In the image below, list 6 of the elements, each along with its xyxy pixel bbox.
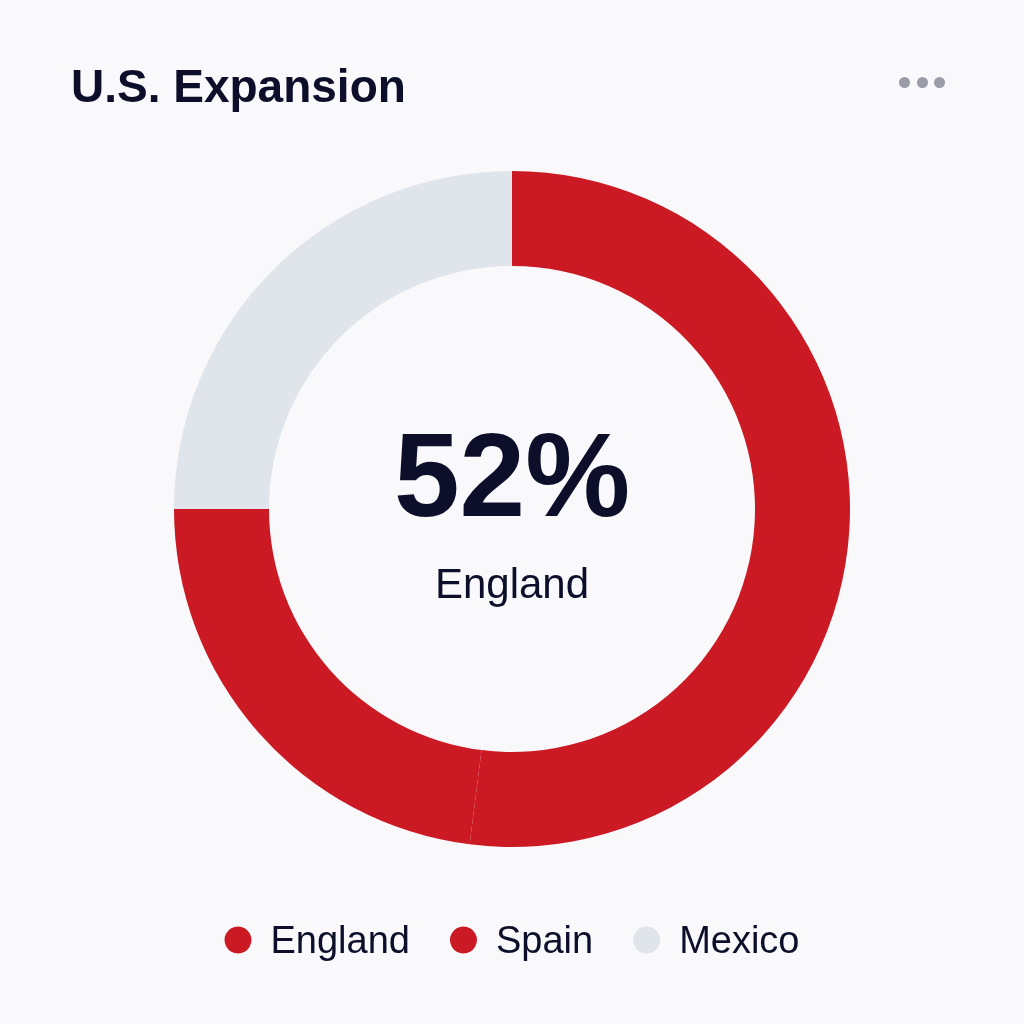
- legend-label: Mexico: [679, 919, 800, 961]
- text: 52%: [393, 409, 631, 541]
- text: England: [434, 559, 590, 607]
- legend-label: England: [270, 919, 410, 961]
- legend-label: Spain: [495, 919, 594, 961]
- chart-title: U.S. Expansion: [71, 60, 406, 112]
